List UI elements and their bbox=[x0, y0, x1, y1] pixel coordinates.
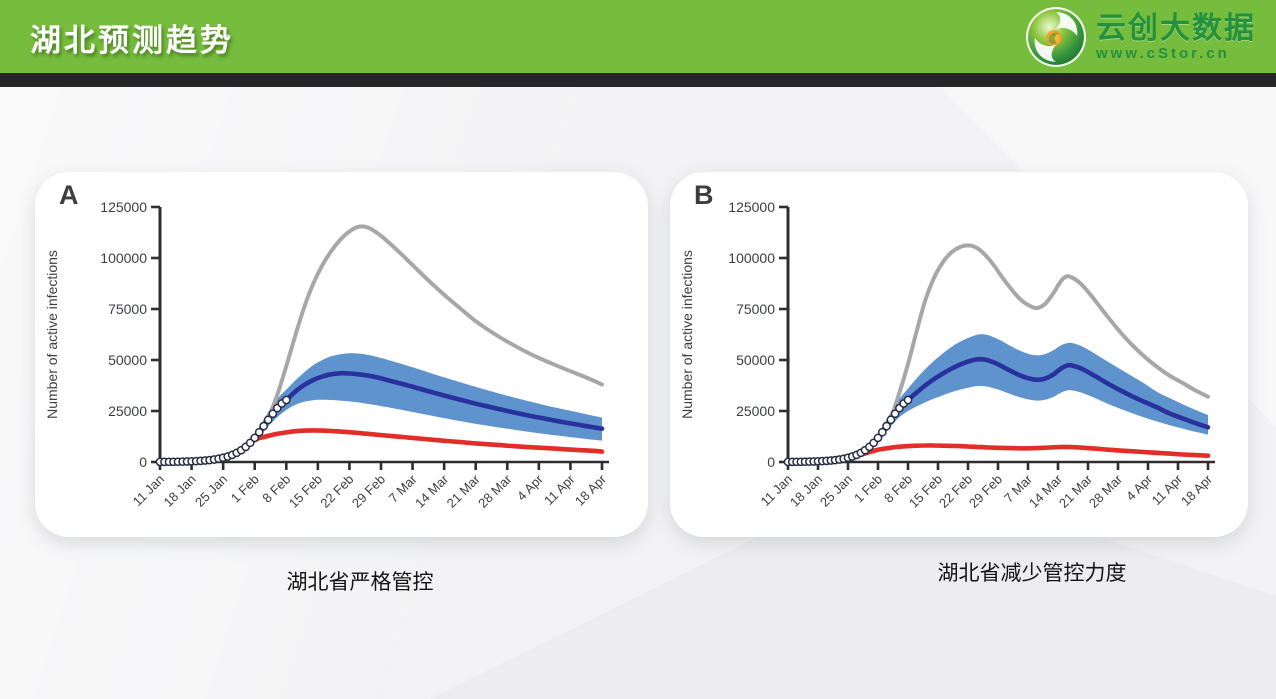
series-observed-data-points bbox=[783, 395, 913, 467]
cstor-logo-url: www.cStor.cn bbox=[1096, 44, 1230, 62]
series-red-scenario-line bbox=[785, 443, 1211, 465]
x-tick-label: 15 Feb bbox=[286, 472, 325, 511]
panel-a-label: A bbox=[59, 180, 79, 210]
x-tick-label: 1 Feb bbox=[851, 472, 885, 506]
x-tick-label: 18 Jan bbox=[787, 472, 825, 510]
x-tick-label: 18 Jan bbox=[160, 472, 198, 510]
x-tick-label: 29 Feb bbox=[349, 472, 388, 511]
x-tick-label: 22 Feb bbox=[317, 472, 356, 511]
panel-b-card: B 0 25000 50000 75000 100000 125000 11 Jan 18 J… bbox=[670, 172, 1248, 537]
y-tick-label: 25000 bbox=[108, 403, 147, 419]
series-uncertainty-band bbox=[788, 334, 1208, 462]
x-tick-label: 14 Mar bbox=[412, 471, 452, 511]
x-tick-label: 11 Apr bbox=[541, 471, 578, 508]
panel-a-card: A 0 25000 50000 75000 100000 125000 11 Jan 18 J… bbox=[35, 172, 648, 537]
x-tick-label: 18 Apr bbox=[572, 471, 610, 509]
x-tick-label: 28 Mar bbox=[1086, 471, 1126, 511]
y-tick-label: 25000 bbox=[736, 403, 775, 419]
x-tick-label: 25 Jan bbox=[192, 472, 230, 510]
panel-a-caption: 湖北省严格管控 bbox=[286, 571, 434, 594]
cstor-logo-name: 云创大数据 bbox=[1096, 11, 1256, 45]
y-tick-label: 50000 bbox=[736, 352, 775, 368]
page-title: 湖北预测趋势 bbox=[30, 23, 234, 58]
panel-b-caption: 湖北省减少管控力度 bbox=[937, 562, 1127, 585]
series-red-scenario-line bbox=[157, 428, 605, 465]
x-tick-label: 11 Apr bbox=[1149, 471, 1186, 508]
header-divider bbox=[0, 73, 1276, 87]
y-tick-label: 50000 bbox=[108, 352, 147, 368]
y-tick-label: 0 bbox=[767, 454, 775, 470]
y-tick-label: 100000 bbox=[728, 250, 775, 266]
series-gray-scenario-line bbox=[786, 243, 1210, 464]
panel-b-label: B bbox=[694, 180, 714, 210]
y-tick-label: 75000 bbox=[108, 301, 147, 317]
cstor-logo-text: 云创大数据 www.cStor.cn bbox=[1096, 11, 1256, 62]
x-tick-label: 18 Apr bbox=[1178, 471, 1216, 509]
y-tick-label: 75000 bbox=[736, 301, 775, 317]
series-uncertainty-band bbox=[160, 353, 602, 462]
cstor-logo-icon bbox=[1026, 7, 1086, 67]
x-tick-label: 11 Jan bbox=[130, 472, 168, 510]
cstor-logo: 云创大数据 www.cStor.cn bbox=[1025, 5, 1256, 69]
y-tick-label: 100000 bbox=[100, 250, 147, 266]
x-tick-label: 11 Jan bbox=[758, 472, 796, 510]
y-axis-title: Number of active infections bbox=[44, 250, 60, 419]
x-tick-label: 25 Jan bbox=[817, 472, 855, 510]
y-tick-label: 0 bbox=[139, 454, 147, 470]
series-observed-data-points bbox=[155, 395, 291, 467]
header-bar: 湖北预测趋势 bbox=[0, 0, 1276, 73]
x-tick-label: 1 Feb bbox=[228, 472, 262, 506]
x-tick-label: 29 Feb bbox=[966, 472, 1005, 511]
y-tick-label: 125000 bbox=[728, 199, 775, 215]
y-tick-label: 125000 bbox=[100, 199, 147, 215]
x-tick-label: 28 Mar bbox=[475, 471, 515, 511]
x-tick-label: 21 Mar bbox=[444, 471, 484, 511]
y-axis-title: Number of active infections bbox=[679, 250, 695, 419]
